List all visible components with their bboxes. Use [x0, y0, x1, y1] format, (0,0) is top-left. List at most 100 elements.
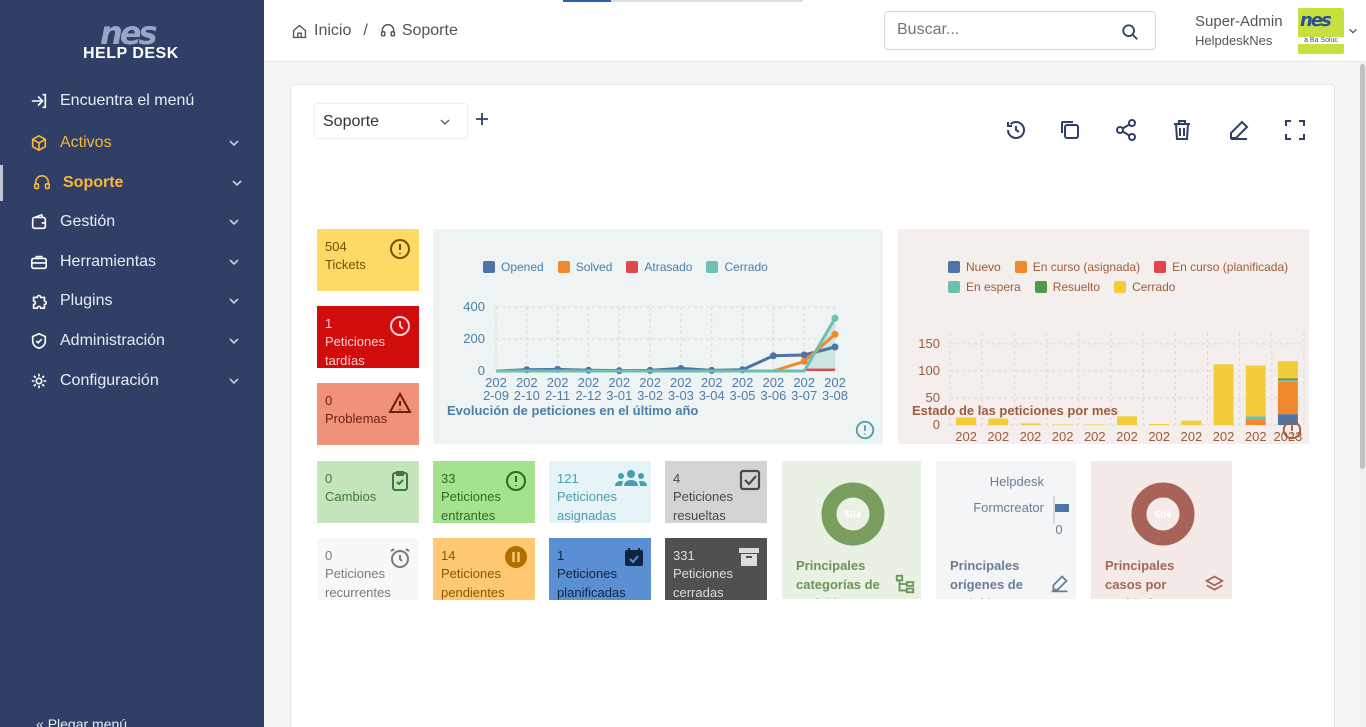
- series-line: [496, 333, 836, 373]
- legend-swatch: [706, 261, 719, 273]
- donut-slice: [821, 482, 885, 546]
- legend-item[interactable]: Cerrado: [706, 260, 768, 274]
- legend-item[interactable]: Resuelto: [1034, 280, 1100, 294]
- chart-title: Principales casos por Entidad: [1105, 558, 1175, 599]
- bar-segment: [1277, 380, 1298, 382]
- data-point: [769, 352, 777, 360]
- tile-label: Peticiones pendientes: [441, 566, 505, 600]
- sidebar-item-find-menu[interactable]: Encuentra el menú: [0, 83, 264, 119]
- users-icon: [615, 470, 647, 486]
- x-tick-label: 2-10: [514, 388, 540, 403]
- x-tick-label: 3-01: [606, 388, 632, 403]
- app-logo[interactable]: nes HELP DESK: [78, 14, 188, 66]
- series-line: [495, 345, 836, 373]
- collapse-menu-button[interactable]: « Plegar menú: [36, 716, 127, 727]
- tile-number: 1: [557, 548, 565, 563]
- tile-label: Peticiones entrantes: [441, 489, 501, 523]
- legend-item[interactable]: Solved: [557, 260, 612, 274]
- avatar-mark: nes: [1300, 10, 1332, 31]
- dashboard-select[interactable]: Soporte: [314, 103, 468, 139]
- copy-icon[interactable]: [1058, 118, 1082, 142]
- legend-item[interactable]: En espera: [948, 280, 1021, 294]
- tile-planned[interactable]: 1 Peticiones planificadas: [549, 538, 651, 600]
- donut-center-label: 504: [1155, 510, 1172, 521]
- series-area: [496, 318, 835, 371]
- logo-text: HELP DESK: [83, 45, 179, 62]
- donut-categories-widget: 504 Principales categorías de petición: [782, 461, 921, 599]
- headset-icon: [380, 23, 395, 37]
- bar-segment: [1277, 361, 1298, 379]
- y-tick-label: 150: [918, 336, 940, 351]
- legend-item[interactable]: Opened: [483, 260, 544, 274]
- bar-segment: [956, 417, 977, 425]
- fullscreen-icon[interactable]: [1283, 118, 1307, 142]
- tile-changes[interactable]: 0 Cambios: [317, 461, 419, 523]
- scrollbar[interactable]: [1359, 62, 1366, 727]
- legend-item[interactable]: En curso (asignada): [1014, 260, 1140, 274]
- tile-tickets[interactable]: 504 Tickets: [317, 229, 419, 291]
- legend-label: Atrasado: [644, 260, 693, 274]
- y-tick-label: 50: [926, 390, 940, 405]
- sidebar-item-label: Administración: [60, 332, 165, 349]
- category-label: Helpdesk: [990, 474, 1045, 489]
- x-tick-label: 0: [1055, 522, 1062, 537]
- chart-title: Principales orígenes de petición: [950, 558, 1023, 599]
- sidebar-item-plugins[interactable]: Plugins: [0, 283, 264, 319]
- tile-incoming[interactable]: 33 Peticiones entrantes: [433, 461, 535, 523]
- sidebar-item-label: Activos: [60, 134, 112, 151]
- arrow-right-icon: [31, 93, 47, 109]
- x-tick-label: 202: [670, 375, 692, 390]
- search-icon[interactable]: [1121, 23, 1139, 41]
- tile-problems[interactable]: 0 Problemas: [317, 383, 419, 445]
- tile-recurrent[interactable]: 0 Peticiones recurrentes: [317, 538, 419, 600]
- sidebar-item-administracion[interactable]: Administración: [0, 323, 264, 359]
- sidebar-item-soporte[interactable]: Soporte: [0, 165, 264, 201]
- tile-closed[interactable]: 331 Peticiones cerradas: [665, 538, 767, 600]
- sidebar-item-gestion[interactable]: Gestión: [0, 204, 264, 240]
- tile-number: 0: [325, 471, 333, 486]
- sidebar-item-activos[interactable]: Activos: [0, 125, 264, 161]
- sidebar-item-configuracion[interactable]: Configuración: [0, 363, 264, 399]
- info-icon[interactable]: [1281, 419, 1303, 441]
- headset-icon: [33, 174, 51, 190]
- legend-item[interactable]: Nuevo: [948, 260, 1001, 274]
- chevron-down-icon: [229, 378, 239, 385]
- search-input[interactable]: [897, 21, 1117, 39]
- x-tick-label: 202: [701, 375, 723, 390]
- breadcrumb-home[interactable]: Inicio: [314, 22, 352, 39]
- clipboard-check-icon: [392, 471, 408, 491]
- tile-label: Cambios: [325, 489, 377, 504]
- legend-item[interactable]: Cerrado: [1114, 280, 1175, 294]
- legend-item[interactable]: Atrasado: [626, 260, 692, 274]
- tile-late[interactable]: 1 Peticiones tardías: [317, 306, 419, 368]
- add-dashboard-button[interactable]: [474, 111, 490, 127]
- bar-segment: [1277, 381, 1298, 415]
- data-point: [800, 351, 808, 359]
- sidebar-item-herramientas[interactable]: Herramientas: [0, 244, 264, 280]
- user-entity[interactable]: HelpdeskNes: [1195, 33, 1273, 48]
- x-tick-label: 202: [987, 429, 1009, 444]
- chevron-down-icon[interactable]: [1348, 26, 1358, 36]
- trash-icon[interactable]: [1170, 118, 1194, 142]
- info-icon[interactable]: [854, 419, 876, 441]
- pause-circle-icon: [505, 546, 527, 568]
- sidebar-item-label: Soporte: [63, 174, 124, 191]
- chevron-down-icon: [440, 119, 450, 126]
- edit-icon[interactable]: [1227, 118, 1251, 142]
- tile-solved[interactable]: 4 Peticiones resueltas: [665, 461, 767, 523]
- legend-item[interactable]: En curso (planificada): [1154, 260, 1288, 274]
- donut-chart: 504: [1131, 482, 1195, 546]
- tile-pending[interactable]: 14 Peticiones pendientes: [433, 538, 535, 600]
- avatar[interactable]: nes a Ba Soluc: [1298, 8, 1344, 54]
- breadcrumb-current[interactable]: Soporte: [401, 22, 458, 39]
- x-tick-label: 202: [1148, 429, 1170, 444]
- tile-assigned[interactable]: 121 Peticiones asignadas: [549, 461, 651, 523]
- user-name[interactable]: Super-Admin: [1195, 13, 1283, 30]
- share-icon[interactable]: [1114, 118, 1138, 142]
- loading-bar: [563, 0, 803, 2]
- line-chart-widget: Opened Solved Atrasado Cerrado 0 200 400 202 2-…: [433, 229, 883, 444]
- scrollbar-thumb[interactable]: [1360, 64, 1365, 469]
- bar-segment: [1245, 419, 1266, 425]
- history-icon[interactable]: [1004, 118, 1028, 142]
- legend-label: Cerrado: [724, 260, 768, 274]
